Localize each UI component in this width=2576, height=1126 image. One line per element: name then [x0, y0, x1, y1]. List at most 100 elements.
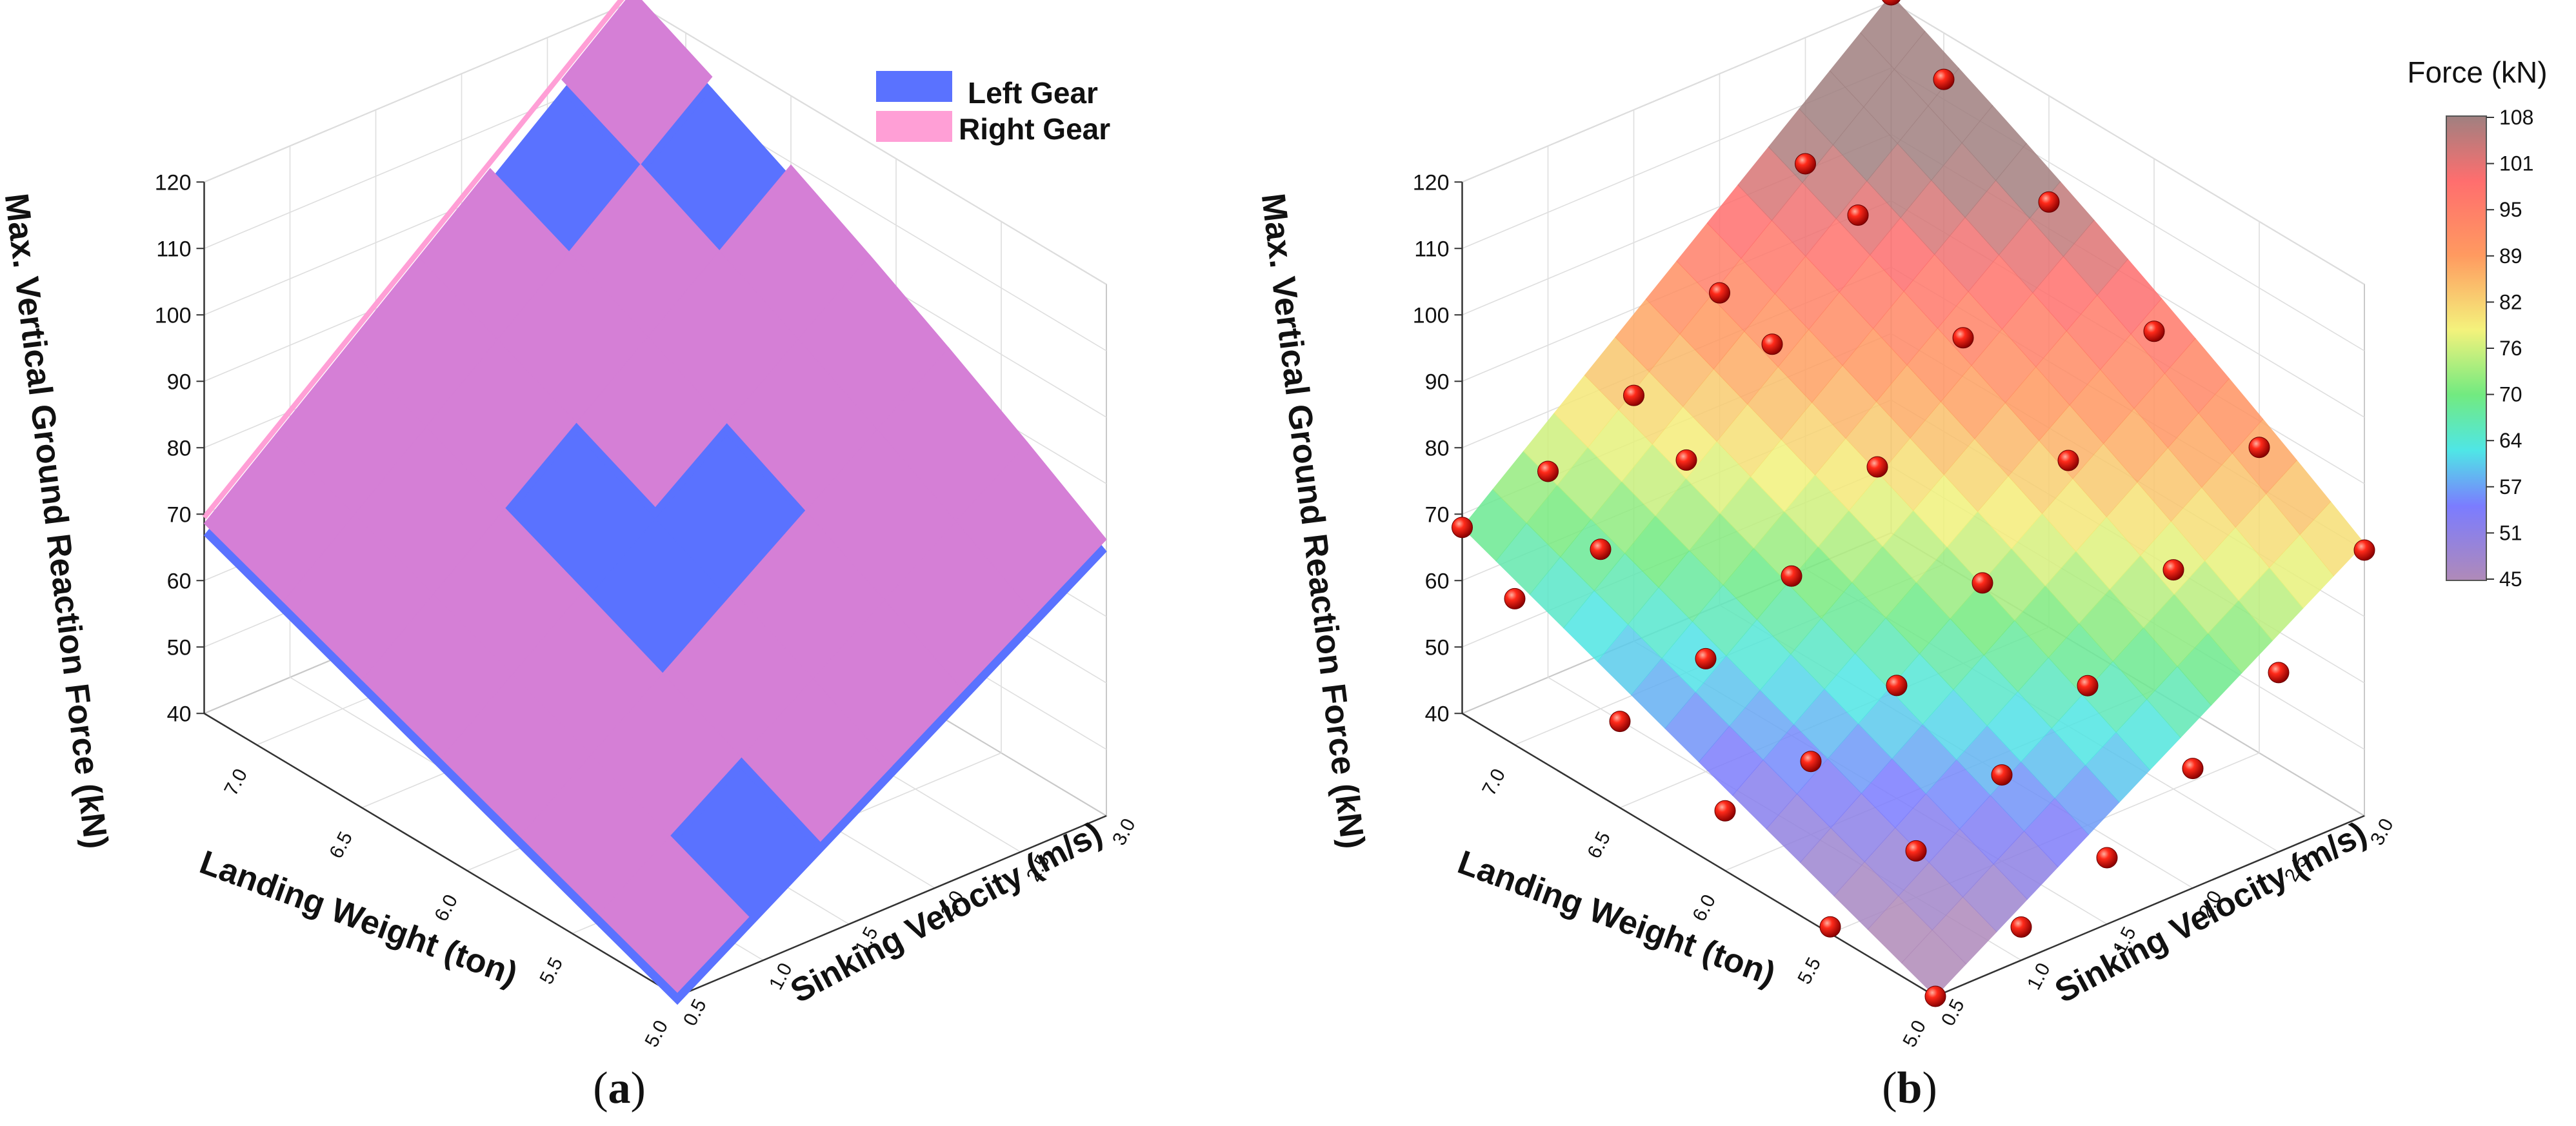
colorbar-tick-label: 76: [2499, 337, 2522, 360]
y-tick-label: 3.0: [2366, 815, 2398, 849]
z-tick-label: 80: [1425, 436, 1450, 460]
legend-right-gear-swatch: [876, 111, 952, 142]
data-point: [1795, 153, 1816, 175]
data-point: [2096, 847, 2118, 869]
panel-a-surfaces: [202, 0, 1107, 1005]
data-point: [1781, 565, 1802, 587]
data-point: [1675, 449, 1697, 471]
data-point: [2057, 449, 2079, 471]
z-tick-label: 50: [1425, 635, 1450, 660]
x-tick-label: 5.5: [535, 954, 567, 987]
y-axis-line: [1935, 815, 2365, 998]
data-point: [1972, 572, 1993, 594]
data-point: [2038, 191, 2060, 213]
data-point: [2143, 321, 2165, 342]
x-axis-line: [203, 713, 678, 998]
data-point: [2248, 437, 2270, 459]
data-point: [2182, 758, 2204, 780]
panel-b-points: [1452, 0, 2375, 1007]
colorbar-tick-label: 82: [2499, 290, 2522, 313]
data-point: [2162, 559, 2184, 581]
colorbar-tick-label: 45: [2499, 568, 2522, 591]
colorbar-tick-label: 70: [2499, 383, 2522, 406]
colorbar-tick-label: 89: [2499, 244, 2522, 268]
z-tick-label: 90: [1425, 370, 1450, 394]
panel-b-y-axis-title: Sinking Velocity (m/s): [2049, 815, 2373, 1011]
data-point: [1905, 840, 1927, 862]
data-point: [1866, 456, 1888, 478]
data-point: [1886, 675, 1908, 696]
panel-a-z-axis-title: Max. Vertical Ground Reaction Force (kN): [0, 192, 115, 851]
panel-b-chart: 4050607080901001101205.05.56.06.57.00.51…: [1254, 0, 2548, 1113]
z-tick-label: 40: [167, 702, 192, 726]
data-point: [2077, 675, 2099, 696]
colorbar-ticks: 108 101 95 89 82 76 70 64 57 51 45: [2486, 106, 2533, 591]
colorbar-tick-label: 101: [2499, 152, 2533, 175]
x-tick-label: 7.0: [220, 765, 252, 799]
z-tick-label: 60: [167, 569, 192, 593]
data-point: [1847, 204, 1869, 226]
right-gear-surface-patch: [719, 164, 870, 340]
data-point: [1882, 0, 1901, 6]
z-gridline: [1891, 1, 2365, 285]
data-point: [1952, 327, 1974, 349]
panel-a-label: (a): [593, 1063, 646, 1113]
z-tick-label: 80: [167, 436, 192, 460]
legend-left-gear-label: Left Gear: [968, 76, 1098, 110]
z-gridline: [1462, 1, 1892, 183]
x-tick-label: 6.5: [325, 828, 357, 862]
data-point: [1623, 384, 1644, 406]
colorbar-tick-label: 51: [2499, 521, 2522, 544]
panel-a-chart: 4050607080901001101205.05.56.06.57.00.51…: [0, 0, 1140, 1113]
z-tick-label: 110: [1414, 237, 1449, 261]
z-tick-label: 100: [155, 303, 192, 328]
x-tick-label: 7.0: [1478, 765, 1510, 799]
colorbar-tick-label: 64: [2499, 429, 2522, 452]
z-tick-label: 90: [167, 370, 192, 394]
x-tick-label: 6.5: [1583, 828, 1615, 862]
data-point: [1924, 985, 1946, 1007]
y-axis-line: [677, 815, 1107, 998]
data-point: [1819, 916, 1841, 938]
colorbar-gradient: [2446, 115, 2487, 581]
z-tick-label: 40: [1425, 702, 1450, 726]
data-point: [1537, 460, 1559, 482]
y-tick-label: 0.5: [679, 996, 711, 1029]
z-tick-label: 70: [1425, 502, 1450, 527]
data-point: [1609, 711, 1631, 733]
panel-a-legend: Left Gear Right Gear: [876, 71, 1110, 146]
z-tick-label: 120: [155, 170, 192, 195]
colorbar-tick-label: 108: [2499, 106, 2533, 129]
right-gear-surface-patch: [561, 0, 713, 165]
panel-b-surface: [1461, 0, 2365, 997]
z-tick-label: 100: [1413, 303, 1450, 328]
data-point: [1800, 751, 1822, 773]
x-axis-line: [1461, 713, 1936, 998]
z-tick-label: 50: [167, 635, 192, 660]
right-gear-surface-patch: [418, 168, 570, 340]
y-tick-label: 3.0: [1108, 815, 1140, 849]
data-point: [1590, 538, 1612, 560]
data-point: [1709, 282, 1730, 304]
colorbar: Force (kN) 108 101 95 89 82 76 70 64 57 51 45: [2407, 55, 2547, 591]
colorbar-tick-label: 95: [2499, 198, 2522, 221]
force-surface-patch: [1860, 0, 1926, 70]
z-tick-label: 120: [1413, 170, 1450, 195]
panel-b-label: (b): [1882, 1063, 1937, 1113]
legend-left-gear-swatch: [876, 71, 952, 102]
data-point: [1991, 764, 2013, 786]
x-tick-label: 5.0: [1899, 1017, 1930, 1051]
data-point: [2010, 916, 2032, 938]
x-tick-label: 5.0: [641, 1017, 672, 1051]
x-tick-label: 5.5: [1793, 954, 1825, 987]
data-point: [2268, 662, 2290, 684]
data-point: [2353, 539, 2375, 561]
data-point: [1504, 588, 1526, 609]
z-gridline: [204, 1, 634, 183]
z-tick-label: 70: [167, 502, 192, 527]
panel-a-x-axis-title: Landing Weight (ton): [195, 844, 522, 993]
panel-b-z-axis-title: Max. Vertical Ground Reaction Force (kN): [1254, 192, 1372, 851]
colorbar-tick-label: 57: [2499, 475, 2522, 499]
right-gear-edge: [202, 0, 624, 519]
panel-a-y-axis-title: Sinking Velocity (m/s): [784, 815, 1108, 1011]
